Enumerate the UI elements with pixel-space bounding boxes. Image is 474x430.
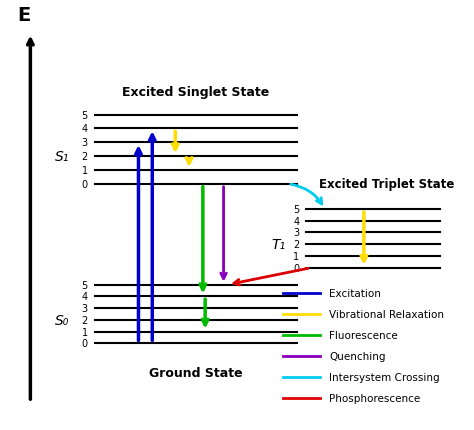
Text: Excitation: Excitation [329, 288, 381, 298]
Text: 4: 4 [82, 124, 88, 134]
Text: 3: 3 [82, 138, 88, 148]
Text: Phosphorescence: Phosphorescence [329, 393, 420, 403]
Text: E: E [17, 6, 30, 25]
Text: 4: 4 [82, 292, 88, 301]
Text: Intersystem Crossing: Intersystem Crossing [329, 372, 440, 382]
Text: 0: 0 [82, 179, 88, 189]
Text: 1: 1 [82, 166, 88, 175]
Text: 0: 0 [82, 338, 88, 348]
Text: Ground State: Ground State [149, 366, 243, 380]
Text: 2: 2 [82, 315, 88, 325]
Text: 2: 2 [82, 152, 88, 162]
Text: 5: 5 [82, 280, 88, 290]
Text: Excited Singlet State: Excited Singlet State [122, 86, 270, 98]
Text: 4: 4 [293, 216, 300, 226]
Text: 1: 1 [293, 252, 300, 261]
Text: S₁: S₁ [55, 150, 70, 164]
Text: T₁: T₁ [272, 238, 286, 252]
Text: 0: 0 [293, 263, 300, 273]
Text: Excited Triplet State: Excited Triplet State [319, 178, 455, 190]
Text: 5: 5 [82, 110, 88, 120]
Text: S₀: S₀ [55, 313, 70, 327]
Text: Quenching: Quenching [329, 351, 386, 361]
Text: Fluorescence: Fluorescence [329, 330, 398, 340]
Text: 3: 3 [293, 228, 300, 238]
Text: 2: 2 [293, 240, 300, 250]
Text: 1: 1 [82, 327, 88, 337]
Text: 3: 3 [82, 303, 88, 313]
Text: Vibrational Relaxation: Vibrational Relaxation [329, 309, 444, 319]
Text: 5: 5 [293, 205, 300, 215]
